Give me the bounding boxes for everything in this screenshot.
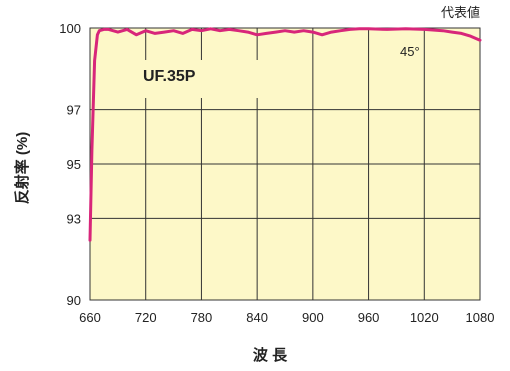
y-tick-label: 100 — [59, 21, 81, 36]
x-axis-ticks: 660 720 780 840 900 960 1020 1080 — [79, 310, 494, 325]
x-tick-label: 840 — [246, 310, 268, 325]
x-tick-label: 780 — [191, 310, 213, 325]
y-tick-label: 95 — [67, 157, 81, 172]
y-axis-label: 反射率 (%) — [13, 132, 31, 205]
representative-value-label: 代表値 — [441, 5, 480, 20]
product-label-box — [110, 60, 260, 98]
y-tick-label: 90 — [67, 293, 81, 308]
x-axis-label: 波 長 — [253, 346, 288, 364]
y-axis-ticks: 90 93 95 97 100 — [59, 21, 81, 308]
reflectance-series-line — [88, 27, 482, 242]
x-tick-label: 900 — [302, 310, 324, 325]
y-tick-label: 97 — [67, 103, 81, 118]
x-tick-label: 1020 — [410, 310, 439, 325]
product-label: UF.35P — [143, 68, 196, 85]
x-tick-label: 1080 — [466, 310, 495, 325]
angle-label: 45° — [400, 44, 420, 59]
y-tick-label: 93 — [67, 211, 81, 226]
x-tick-label: 720 — [135, 310, 157, 325]
x-tick-label: 960 — [358, 310, 380, 325]
x-tick-label: 660 — [79, 310, 101, 325]
